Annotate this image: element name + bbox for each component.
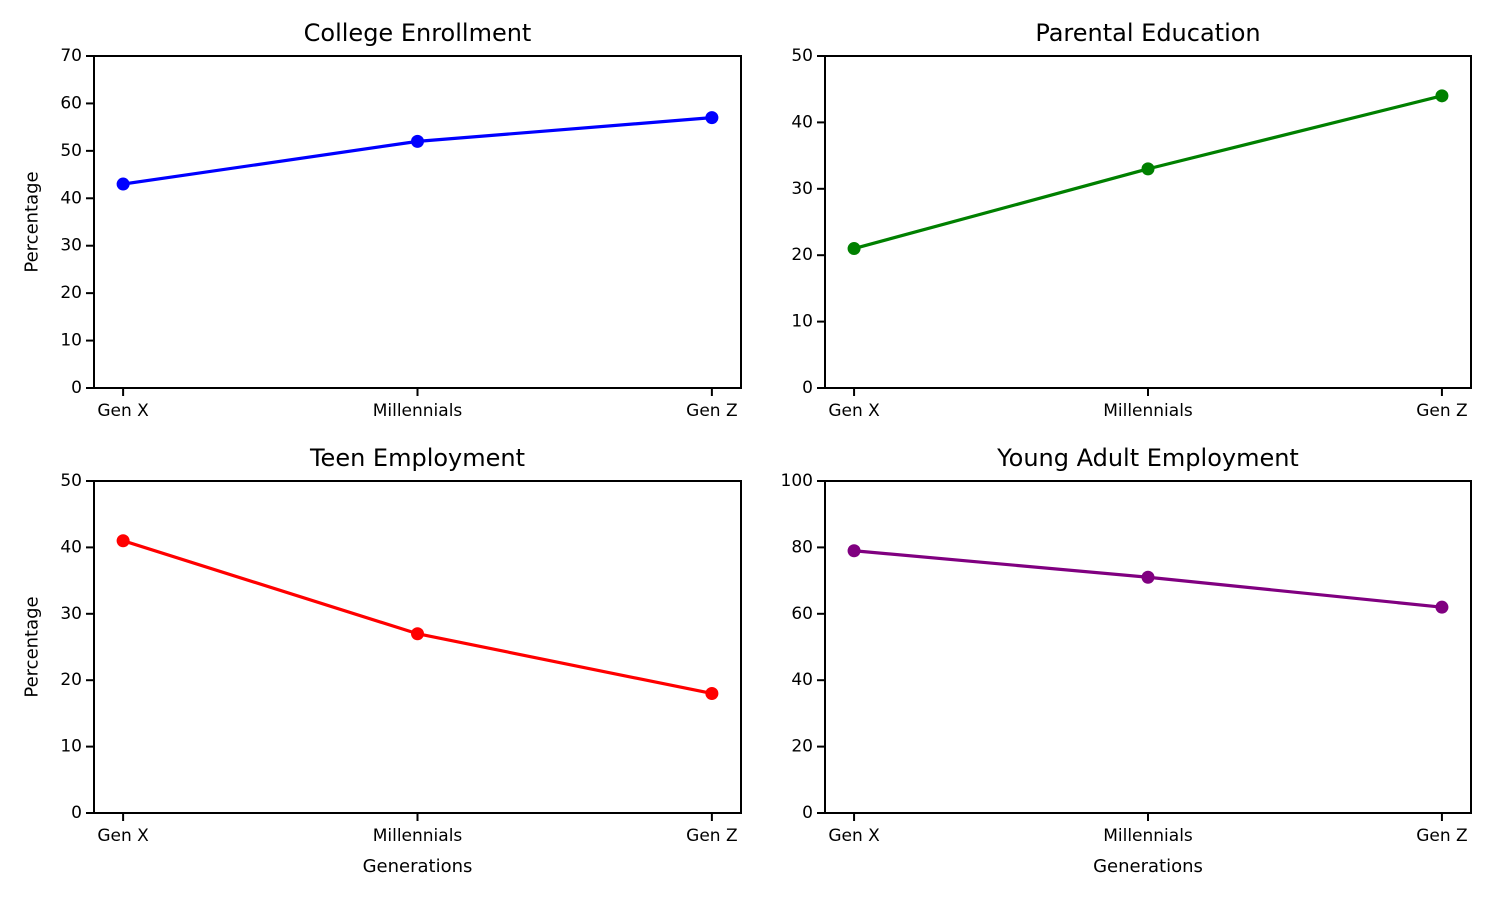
plot-area — [824, 480, 1472, 814]
y-tick-label: 60 — [791, 604, 813, 624]
y-axis: 0 20 40 60 80 100 — [781, 471, 825, 823]
plot-area — [93, 480, 742, 814]
chart-title: Parental Education — [1035, 19, 1260, 47]
x-axis: Gen X Millennials Gen Z — [828, 388, 1468, 421]
series-line — [121, 116, 714, 186]
plot-area — [824, 55, 1472, 389]
y-tick-label: 50 — [60, 141, 82, 161]
y-tick-label: 50 — [791, 46, 813, 66]
y-axis: 0 10 20 30 40 50 60 70 — [60, 46, 94, 398]
data-point — [847, 242, 861, 256]
chart-title: College Enrollment — [304, 19, 532, 47]
x-axis-label: Generations — [363, 856, 473, 877]
y-tick-label: 0 — [71, 803, 82, 823]
y-tick-label: 100 — [781, 471, 813, 491]
y-tick-label: 30 — [60, 604, 82, 624]
y-tick-label: 80 — [791, 537, 813, 557]
x-axis: Gen X Millennials Gen Z — [97, 813, 738, 846]
y-tick-label: 40 — [791, 670, 813, 690]
y-tick-label: 40 — [60, 537, 82, 557]
y-tick-label: 40 — [791, 112, 813, 132]
subplot-young-adult-employment: 0 20 40 60 80 100 Gen X Millennials Gen Z Young A… — [781, 444, 1472, 877]
y-axis: 0 10 20 30 40 50 — [791, 46, 825, 398]
x-tick-label: Gen X — [97, 826, 149, 846]
y-tick-label: 10 — [60, 737, 82, 757]
y-axis-label: Percentage — [22, 171, 43, 272]
y-tick-label: 20 — [791, 245, 813, 265]
y-tick-label: 20 — [60, 283, 82, 303]
data-point — [705, 686, 719, 700]
x-axis: Gen X Millennials Gen Z — [97, 388, 738, 421]
y-tick-label: 10 — [60, 331, 82, 351]
x-tick-label: Millennials — [1103, 826, 1193, 846]
data-point — [411, 627, 424, 641]
y-tick-label: 70 — [60, 46, 82, 66]
x-tick-label: Millennials — [1103, 401, 1193, 421]
x-tick-label: Gen X — [828, 826, 880, 846]
y-tick-label: 30 — [60, 236, 82, 256]
data-point — [705, 111, 719, 125]
y-tick-label: 60 — [60, 93, 82, 113]
x-tick-label: Gen Z — [1416, 826, 1467, 846]
x-tick-label: Gen X — [97, 401, 149, 421]
y-tick-label: 20 — [791, 737, 813, 757]
y-tick-label: 50 — [60, 471, 82, 491]
data-point — [847, 544, 861, 558]
x-axis-label: Generations — [1093, 856, 1203, 877]
y-tick-label: 0 — [802, 803, 813, 823]
y-axis-label: Percentage — [22, 596, 43, 697]
x-tick-label: Gen Z — [686, 826, 737, 846]
x-tick-label: Gen X — [828, 401, 880, 421]
chart-title: Young Adult Employment — [996, 444, 1299, 472]
y-tick-label: 30 — [791, 179, 813, 199]
subplot-college-enrollment: 0 10 20 30 40 50 60 70 Gen X Millennials Gen Z Coll… — [22, 19, 742, 421]
y-tick-label: 40 — [60, 188, 82, 208]
series-line — [121, 539, 714, 696]
subplot-parental-education: 0 10 20 30 40 50 Gen X Millennials Gen Z Parental… — [791, 19, 1472, 421]
data-point — [1141, 162, 1155, 176]
data-point — [116, 177, 130, 191]
y-tick-label: 0 — [71, 378, 82, 398]
y-tick-label: 20 — [60, 670, 82, 690]
data-point — [1435, 89, 1449, 103]
data-point — [411, 134, 424, 148]
x-tick-label: Gen Z — [1416, 401, 1467, 421]
y-axis: 0 10 20 30 40 50 — [60, 471, 94, 823]
y-tick-label: 0 — [802, 378, 813, 398]
x-tick-label: Millennials — [373, 401, 463, 421]
chart-title: Teen Employment — [309, 444, 525, 472]
x-tick-label: Millennials — [373, 826, 463, 846]
plot-area — [93, 55, 742, 389]
subplot-teen-employment: 0 10 20 30 40 50 Gen X Millennials Gen Z Teen Emp… — [22, 444, 742, 877]
x-axis: Gen X Millennials Gen Z — [828, 813, 1468, 846]
data-point — [1435, 600, 1449, 614]
y-tick-label: 10 — [791, 312, 813, 332]
data-point — [1141, 570, 1155, 584]
x-tick-label: Gen Z — [686, 401, 737, 421]
data-point — [116, 534, 130, 548]
